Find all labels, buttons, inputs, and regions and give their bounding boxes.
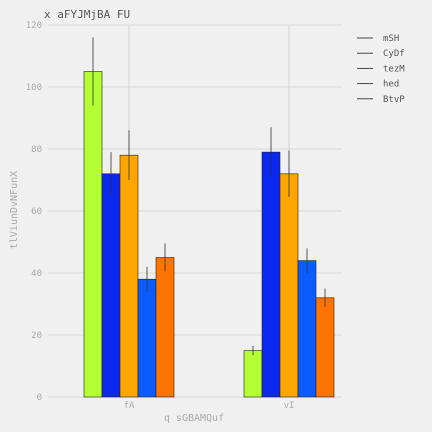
bars-group xyxy=(83,71,335,398)
y-tick-label: 120 xyxy=(26,21,42,31)
x-tick-label: vI xyxy=(284,401,295,411)
y-tick-label: 80 xyxy=(31,145,42,155)
bar xyxy=(243,350,263,398)
bar xyxy=(155,257,175,398)
legend-label: hed xyxy=(383,80,399,90)
bar xyxy=(137,278,157,398)
legend: mSH CyDf tezM hed BtvP xyxy=(357,34,405,105)
bar xyxy=(279,173,299,398)
bar xyxy=(119,154,139,398)
error-bars-group xyxy=(92,37,326,356)
bar xyxy=(315,297,335,398)
legend-label: CyDf xyxy=(383,49,405,59)
y-tick-label: 60 xyxy=(31,207,42,217)
legend-label: tezM xyxy=(383,64,405,74)
bar xyxy=(297,260,317,398)
y-tick-label: 100 xyxy=(26,83,42,93)
bar xyxy=(101,173,121,398)
y-tick-label: 0 xyxy=(37,393,42,403)
y-tick-label: 40 xyxy=(31,269,42,279)
x-tick-label: fA xyxy=(124,401,135,411)
y-axis-ticks: 0 20 40 60 80 100 120 xyxy=(26,21,42,403)
x-axis-ticks: fA vI xyxy=(124,401,295,411)
legend-label: mSH xyxy=(383,34,399,44)
y-tick-label: 20 xyxy=(31,331,42,341)
y-axis-label: tlViunDvNFunX xyxy=(9,171,20,249)
x-axis-label: q sGBAMQuf xyxy=(164,413,224,424)
bar xyxy=(83,71,103,398)
bar xyxy=(261,151,281,398)
chart-title: x aFYJMjBA FU xyxy=(44,8,130,21)
legend-label: BtvP xyxy=(383,95,405,105)
